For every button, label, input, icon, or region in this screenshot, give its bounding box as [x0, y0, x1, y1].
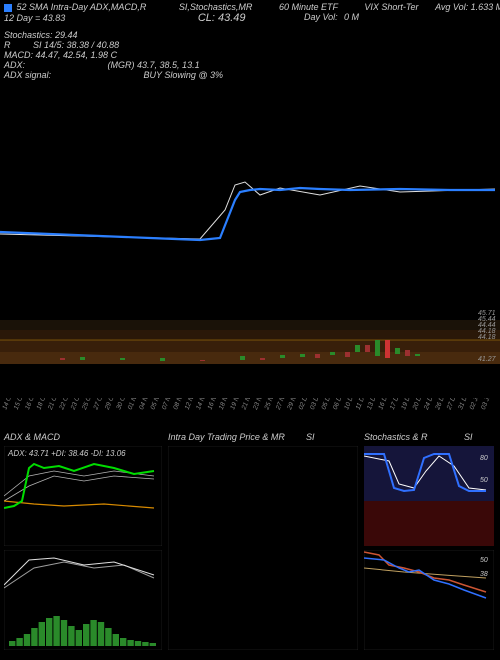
macd-line: MACD: 44.47, 42.54, 1.98 C: [4, 50, 496, 60]
panel-intraday: [168, 446, 358, 650]
adx-signal-line: ADX signal: BUY Slowing @ 3%: [4, 70, 496, 80]
panel-adx-macd: ADX: 43.71 +DI: 38.46 -DI: 13.06: [4, 446, 162, 546]
svg-text:41.27: 41.27: [478, 356, 497, 363]
close-label: CL: 43.49: [198, 12, 246, 24]
stoch-line: Stochastics: 29.44: [4, 30, 496, 40]
day-label: 12 Day = 43.83: [4, 13, 65, 23]
header-row-2: 12 Day = 43.83 CL: 43.49 Day Vol: 0 M: [4, 12, 496, 24]
title-intra-si: SI: [306, 432, 315, 442]
svg-text:44.18: 44.18: [478, 334, 496, 341]
panel-stochastics: 80 50: [364, 446, 494, 546]
adx-sig-label: ADX signal:: [4, 70, 51, 80]
title-stoch-si: SI: [464, 432, 473, 442]
panel-titles: ADX & MACD Intra Day Trading Price & MR SI…: [0, 432, 500, 446]
main-price-chart: 45.7145.4444.4444.1844.1841.27: [0, 105, 500, 365]
hdr-inline3: 60 Minute ETF: [279, 2, 338, 12]
svg-text:38: 38: [480, 571, 488, 578]
svg-text:50: 50: [480, 477, 488, 484]
si-label: SI 14/5: 38.38 / 40.88: [33, 40, 119, 50]
title-adx: ADX & MACD: [4, 432, 60, 442]
rsi-line: R SI 14/5: 38.38 / 40.88: [4, 40, 496, 50]
panel-macd-hist: [4, 550, 162, 650]
mgr-label: (MGR) 43.7, 38.5, 13.1: [108, 60, 200, 70]
header-row-1: 52 SMA Intra-Day ADX,MACD,R SI,Stochasti…: [4, 2, 496, 12]
day-vol-label: Day Vol:: [304, 12, 338, 22]
title-intra: Intra Day Trading Price & MR: [168, 432, 285, 442]
day-vol-value: 0 M: [344, 12, 359, 22]
hdr-inline2: SI,Stochastics,MR: [179, 2, 253, 12]
panel-rsi: 50 38: [364, 550, 494, 650]
svg-text:ADX: 43.71 +DI: 38.46 -DI: 13: ADX: 43.71 +DI: 38.46 -DI: 13.06: [7, 449, 126, 458]
legend-sma: 52 SMA Intra-Day ADX,MACD,R: [17, 2, 147, 12]
avg-vol-label: Avg Vol:: [435, 2, 468, 12]
svg-text:03 Jan: 03 Jan: [480, 398, 494, 411]
title-stoch: Stochastics & R: [364, 432, 428, 442]
signal-label: BUY Slowing @ 3%: [144, 70, 224, 80]
adx-label: ADX:: [4, 60, 25, 70]
svg-text:50: 50: [480, 557, 488, 564]
r-label: R: [4, 40, 11, 50]
svg-text:80: 80: [480, 455, 488, 462]
hdr-inline4: VIX Short-Ter: [364, 2, 418, 12]
avg-vol-value: 1.633 M: [471, 2, 500, 12]
header: 52 SMA Intra-Day ADX,MACD,R SI,Stochasti…: [4, 2, 496, 80]
adx-line: ADX: (MGR) 43.7, 38.5, 13.1: [4, 60, 496, 70]
